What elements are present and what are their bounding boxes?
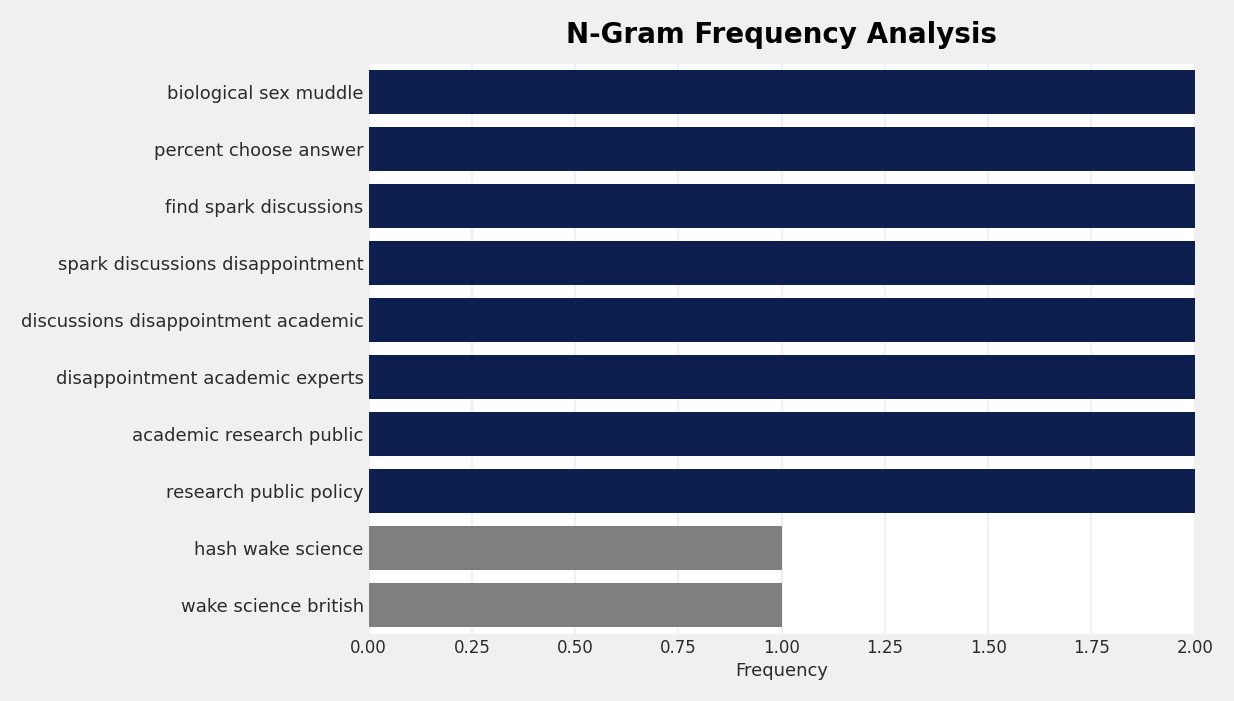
Bar — [369, 241, 1195, 285]
Title: N-Gram Frequency Analysis: N-Gram Frequency Analysis — [566, 21, 997, 49]
X-axis label: Frequency: Frequency — [735, 662, 828, 680]
Bar — [369, 184, 1195, 229]
Bar — [369, 70, 1195, 114]
Bar — [369, 412, 1195, 456]
Bar — [369, 355, 1195, 400]
Bar — [369, 583, 781, 627]
Bar — [369, 298, 1195, 342]
Bar — [369, 469, 1195, 513]
Bar — [369, 526, 781, 571]
Bar — [369, 127, 1195, 172]
